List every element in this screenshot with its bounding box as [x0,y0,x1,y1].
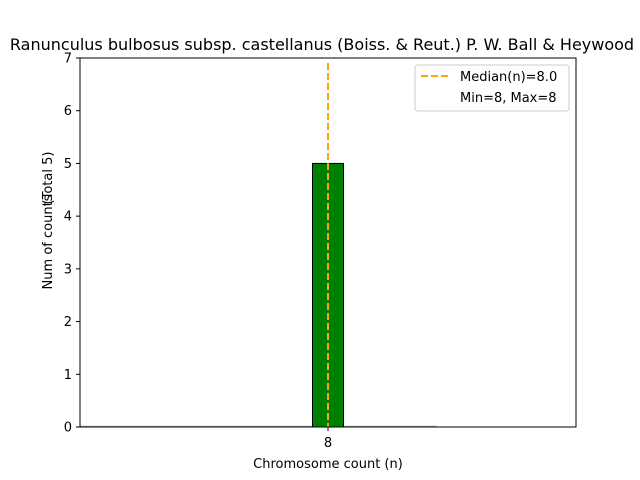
y-tick-label: 0 [64,421,72,436]
y-axis-total-label: (Total 5) [41,152,56,205]
x-tick-label: 8 [324,436,332,451]
legend: Median(n)=8.0 Min=8, Max=8 [414,64,570,112]
y-tick-label: 6 [64,104,72,119]
plot-frame [79,57,577,428]
legend-minmax-label: Min=8, Max=8 [460,91,557,106]
legend-box [414,64,570,112]
y-tick-label: 5 [64,157,72,172]
y-tick-label: 1 [64,368,72,383]
y-axis-label: Num of counts [41,194,56,289]
y-tick-label: 3 [64,262,72,277]
legend-median-label: Median(n)=8.0 [460,70,557,85]
chart-title: Ranunculus bulbosus subsp. castellanus (… [10,35,634,54]
y-tick-label: 7 [64,52,72,67]
x-axis-label: Chromosome count (n) [253,457,403,472]
y-tick-label: 2 [64,315,72,330]
y-tick-label: 4 [64,210,72,225]
